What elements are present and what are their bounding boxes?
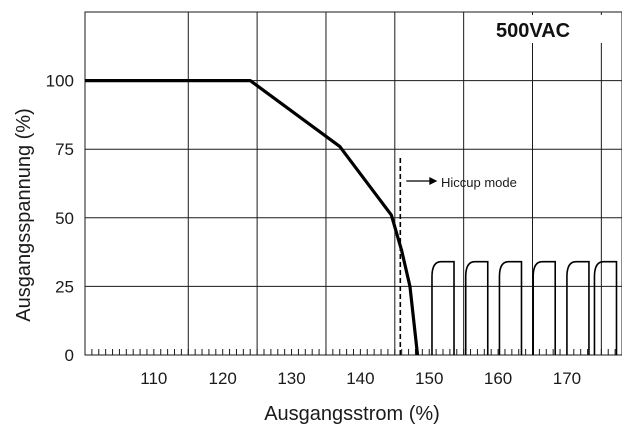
- x-tick-label: 120: [209, 369, 237, 388]
- y-tick-label: 50: [55, 209, 74, 228]
- y-axis-title: Ausgangsspannung (%): [13, 108, 35, 321]
- badge-label: 500VAC: [496, 20, 570, 42]
- tick-labels: 110 120 130 140 150 160 170 0 25 50 75 100: [46, 72, 581, 388]
- x-tick-label: 160: [484, 369, 512, 388]
- x-tick-label: 130: [277, 369, 305, 388]
- badge-background: [490, 15, 614, 43]
- y-tick-label: 25: [55, 277, 74, 296]
- hiccup-pulse: [464, 260, 489, 355]
- hiccup-pulse: [498, 260, 523, 355]
- y-tick-label: 100: [46, 72, 74, 91]
- hiccup-pulse: [593, 260, 618, 355]
- hiccup-pulse: [532, 260, 557, 355]
- plot-frame: [84, 11, 622, 356]
- minor-ticks: [91, 349, 616, 355]
- data-lines: [85, 78, 618, 356]
- x-tick-label: 170: [553, 369, 581, 388]
- x-tick-label: 140: [346, 369, 374, 388]
- x-tick-label: 150: [415, 369, 443, 388]
- grid: [85, 12, 622, 355]
- hiccup-arrow-head: [429, 177, 438, 185]
- x-axis-title: Ausgangsstrom (%): [264, 403, 440, 425]
- hiccup-mode-label: Hiccup mode: [441, 175, 517, 190]
- badge: 500VAC: [490, 15, 614, 43]
- hiccup-pulse: [431, 260, 455, 355]
- hiccup-pulse: [566, 260, 590, 355]
- x-tick-label: 110: [140, 369, 167, 388]
- series-line: [85, 78, 420, 356]
- y-tick-label: 0: [65, 346, 74, 365]
- y-tick-label: 75: [55, 140, 74, 159]
